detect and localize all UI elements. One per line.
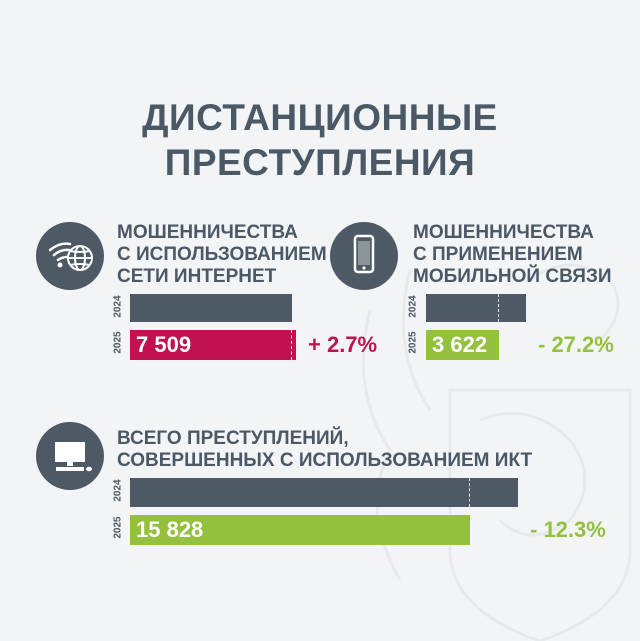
previous-year-marker <box>291 330 292 360</box>
year-label-2025: 2025 <box>112 331 124 354</box>
bar-2024 <box>426 294 526 322</box>
page-title-line-1: ДИСТАНЦИОННЫЕ <box>142 97 498 138</box>
mobile-fraud-label-line-3: МОБИЛЬНОЙ СВЯЗИ <box>413 266 612 287</box>
internet-fraud-label-line-3: СЕТИ ИНТЕРНЕТ <box>117 266 277 287</box>
internet-fraud-label-line-2: С ИСПОЛЬЗОВАНИЕМ <box>117 244 327 265</box>
year-label-2024: 2024 <box>112 479 124 502</box>
internet-fraud-label-line-1: МОШЕННИЧЕСТВА <box>117 222 298 243</box>
smartphone-icon <box>330 222 398 290</box>
value-label: 7 509 <box>136 332 192 357</box>
change-percent: - 27.2% <box>538 332 614 357</box>
bar-2024 <box>130 478 518 507</box>
value-label: 3 622 <box>432 332 488 357</box>
page-title-line-2: ПРЕСТУПЛЕНИЯ <box>164 142 476 183</box>
value-label: 15 828 <box>136 517 204 542</box>
bar-2025: 3 622 <box>426 330 499 360</box>
change-percent: - 12.3% <box>530 517 606 542</box>
year-label-2024: 2024 <box>112 295 124 318</box>
change-percent: + 2.7% <box>308 332 378 357</box>
mobile-fraud-label-line-1: МОШЕННИЧЕСТВА <box>413 222 594 243</box>
year-label-2024: 2024 <box>407 295 419 318</box>
current-year-marker <box>498 294 499 322</box>
mobile-fraud-label-line-2: С ПРИМЕНЕНИЕМ <box>413 244 583 265</box>
total-crimes-label-line-2: СОВЕРШЕННЫХ С ИСПОЛЬЗОВАНИЕМ ИКТ <box>117 450 533 471</box>
computer-icon <box>36 422 104 490</box>
bar-2025: 15 828 <box>130 515 470 545</box>
wifi-globe-icon <box>36 222 104 290</box>
year-label-2025: 2025 <box>407 331 419 354</box>
total-crimes-label-line-1: ВСЕГО ПРЕСТУПЛЕНИЙ, <box>117 428 349 449</box>
current-year-marker <box>469 478 470 507</box>
bar-2025: 7 509 <box>130 330 296 360</box>
year-label-2025: 2025 <box>112 516 124 539</box>
bar-2024 <box>130 294 292 322</box>
